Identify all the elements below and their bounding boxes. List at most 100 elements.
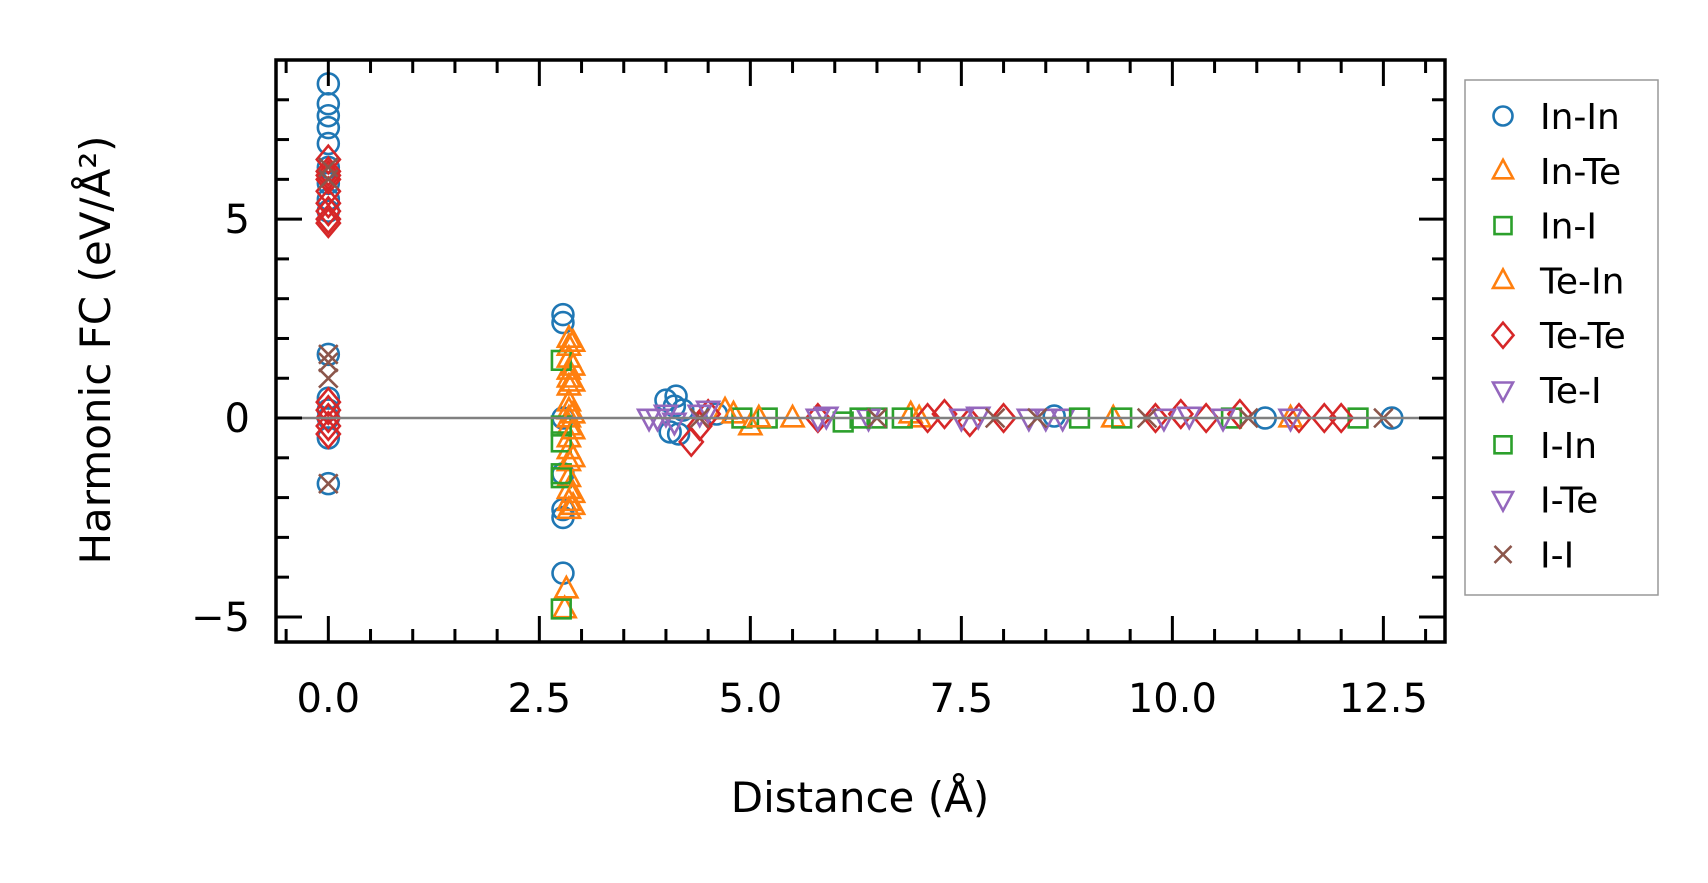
data-point-in-in: [316, 471, 341, 496]
legend-marker-icon: [1490, 266, 1516, 290]
legend-label: Te-Te: [1539, 316, 1626, 357]
legend-item-i-in: I-In: [1493, 426, 1597, 467]
legend-label: In-In: [1540, 97, 1620, 138]
data-point-in-in: [658, 420, 682, 444]
data-point-te-te: [315, 207, 342, 239]
x-tick-label: 0.0: [297, 676, 361, 722]
legend-item-in-te: In-Te: [1490, 152, 1621, 193]
tick-labels: 0.0 2.5 5.0 7.5 10.0 12.5 −5 0 5: [191, 197, 1428, 722]
x-tick-label: 5.0: [719, 676, 783, 722]
data-point-in-in: [316, 342, 341, 367]
data-point-te-i: [1049, 408, 1076, 433]
data-point-te-te: [315, 203, 342, 235]
data-point-i-te: [804, 408, 832, 433]
data-point-in-i: [550, 415, 572, 437]
legend-item-i-te: I-Te: [1490, 481, 1598, 522]
legend: In-In In-Te In-I Te-In Te-Te Te-I I-In I-Te I-I: [1464, 79, 1659, 596]
data-point-in-te: [555, 446, 583, 472]
data-point-te-te: [315, 418, 342, 450]
data-point-in-in: [316, 92, 341, 116]
data-point-te-te: [914, 402, 941, 434]
data-point-in-in: [551, 561, 575, 585]
data-point-te-i: [652, 404, 680, 429]
legend-frame: [1464, 79, 1659, 596]
data-point-te-te: [315, 195, 342, 227]
data-point-in-te: [1277, 403, 1304, 428]
data-point-i-i: [318, 367, 339, 389]
data-point-in-in: [551, 310, 575, 335]
legend-marker-icon: [1493, 544, 1513, 564]
data-point-te-te: [315, 394, 342, 426]
data-point-te-te: [315, 187, 342, 219]
data-point-te-in: [559, 367, 587, 392]
data-point-in-i: [550, 431, 572, 453]
data-point-i-i: [318, 169, 339, 190]
data-point-te-in: [559, 415, 587, 440]
y-axis-label: Harmonic FC (eV/Å²): [70, 135, 120, 564]
legend-item-te-i: Te-I: [1490, 371, 1602, 412]
x-axis-label: Distance (Å): [731, 772, 990, 822]
y-tick-label: 5: [225, 197, 250, 243]
data-point-te-in: [559, 490, 587, 516]
legend-marker-icon: [1493, 434, 1513, 455]
legend-item-i-i: I-I: [1493, 535, 1574, 576]
data-point-te-te: [1285, 402, 1313, 434]
data-point-te-te: [315, 155, 342, 188]
data-point-te-i: [694, 400, 722, 425]
data-point-te-in: [745, 403, 772, 428]
legend-marker-icon: [1490, 320, 1516, 350]
legend-label: In-Te: [1540, 152, 1621, 193]
data-point-te-te: [315, 410, 342, 442]
data-point-te-in: [559, 351, 587, 376]
y-tick-label: −5: [191, 595, 250, 641]
data-point-in-in: [1042, 404, 1066, 428]
data-point-te-in: [559, 478, 587, 504]
legend-label: Te-I: [1539, 371, 1602, 412]
data-point-in-te: [555, 371, 583, 396]
data-point-i-te: [1209, 408, 1237, 433]
data-point-in-i: [550, 467, 572, 489]
legend-label: I-Te: [1540, 481, 1598, 522]
data-point-in-te: [555, 363, 583, 388]
data-point-in-te: [555, 331, 583, 356]
legend-item-te-in: Te-In: [1490, 261, 1624, 302]
data-markers: [315, 72, 1404, 620]
data-point-te-te: [315, 143, 342, 176]
plot-frame: [274, 58, 1447, 644]
data-point-in-te: [555, 494, 583, 520]
x-tick-label: 10.0: [1128, 676, 1217, 722]
data-point-i-i: [318, 344, 339, 365]
data-point-te-te: [315, 386, 342, 418]
legend-marker-icon: [1492, 105, 1514, 127]
data-point-te-in: [559, 442, 587, 468]
x-tick-label: 7.5: [930, 676, 994, 722]
data-point-i-i: [318, 352, 339, 373]
data-point-in-i: [832, 411, 854, 433]
legend-label: I-I: [1540, 535, 1574, 576]
data-point-i-i: [318, 473, 339, 494]
data-point-in-te: [553, 574, 580, 599]
legend-item-in-i: In-I: [1493, 207, 1597, 248]
legend-marker-icon: [1493, 215, 1513, 236]
axis-ticks: [276, 58, 1445, 642]
legend-item-te-te: Te-Te: [1490, 316, 1626, 357]
data-point-te-in: [559, 327, 587, 352]
x-tick-label: 2.5: [508, 676, 572, 722]
legend-label: I-In: [1540, 426, 1597, 467]
data-point-te-in: [905, 403, 933, 428]
data-point-in-in: [666, 422, 691, 446]
data-point-i-te: [1150, 408, 1178, 433]
data-point-te-te: [1142, 402, 1169, 434]
legend-marker-icon: [1490, 157, 1516, 180]
data-point-in-in: [316, 115, 341, 140]
data-point-te-te: [1327, 402, 1355, 434]
x-tick-label: 12.5: [1339, 676, 1428, 722]
data-point-in-in: [316, 103, 341, 128]
data-point-te-in: [559, 399, 587, 424]
data-point-in-in: [551, 302, 575, 327]
data-point-te-te: [990, 402, 1017, 434]
data-point-in-te: [737, 411, 764, 436]
y-tick-label: 0: [225, 396, 250, 442]
data-point-te-te: [315, 402, 342, 434]
